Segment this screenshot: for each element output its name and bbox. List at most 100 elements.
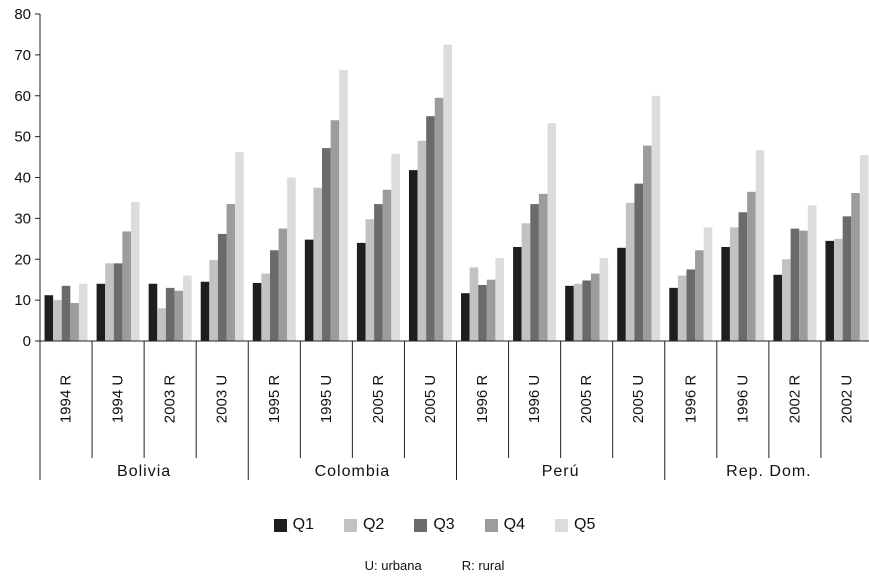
bar-q1 (44, 295, 54, 341)
bar-q1 (408, 170, 418, 341)
x-axis: 1994 R 1994 U 2003 R 2003 U 1995 R 1995 U 2005… (39, 340, 869, 480)
legend-item-q4: Q4 (484, 516, 526, 534)
legend-item-q1: Q1 (273, 516, 314, 534)
bar-q4 (851, 193, 860, 341)
abbreviation-note: U: urbana R: rural (0, 558, 869, 573)
y-tick-label: 70 (14, 47, 31, 64)
bar-q2 (677, 275, 687, 341)
bar-q2 (521, 223, 531, 341)
legend-label: Q2 (362, 516, 385, 533)
legend-swatch (273, 518, 287, 532)
bar-q3 (478, 285, 487, 341)
bar-q1 (148, 283, 158, 341)
x-tick-label: 1995 U (318, 375, 335, 423)
bar-q5 (547, 123, 557, 341)
x-tick-label: 2005 R (578, 375, 595, 424)
y-tick-label: 10 (14, 292, 31, 309)
bar-q3 (790, 228, 800, 341)
bar-q5 (78, 283, 88, 341)
bar-q3 (374, 204, 383, 341)
bar-q4 (434, 97, 444, 341)
bar-chart: 0 10 20 30 40 50 60 70 80 1994 R 1994 U 2003 R 2003… (14, 6, 869, 480)
bar-q1 (513, 246, 522, 341)
bar-q3 (530, 204, 539, 341)
group-label: Rep. Dom. (726, 463, 811, 480)
x-tick-label: 1996 U (526, 375, 543, 423)
y-tick-label: 40 (14, 170, 31, 187)
legend: Q1 Q2 Q3 Q4 Q5 (0, 516, 869, 534)
bar-q1 (825, 240, 835, 341)
bar-q3 (322, 148, 331, 341)
bar-q2 (573, 283, 583, 341)
bar-q3 (842, 216, 852, 341)
bar-q5 (287, 177, 296, 341)
bar-q4 (747, 191, 756, 341)
group-label: Perú (542, 463, 580, 480)
bar-q1 (721, 246, 730, 341)
bar-q2 (625, 202, 635, 341)
bar-q5 (235, 152, 244, 341)
bar-q4 (486, 279, 496, 341)
bar-q3 (165, 287, 175, 341)
bar-q1 (773, 274, 783, 341)
bar-q5 (807, 205, 817, 341)
legend-label: Q5 (574, 516, 596, 533)
bar-q5 (391, 153, 400, 341)
bar-q3 (738, 212, 748, 341)
legend-label: Q4 (503, 516, 526, 533)
bar-q5 (859, 155, 869, 341)
x-tick-label: 1996 R (682, 375, 699, 424)
y-tick-label: 60 (14, 88, 31, 105)
legend-swatch (484, 518, 498, 532)
bar-q4 (330, 120, 340, 342)
group-label: Colombia (315, 463, 391, 480)
bar-q2 (469, 267, 479, 341)
bar-q1 (200, 281, 210, 341)
bar-q3 (686, 269, 696, 341)
bar-q4 (538, 193, 548, 341)
bar-q3 (61, 285, 71, 341)
bar-q1 (96, 283, 106, 341)
bar-q1 (356, 242, 366, 341)
bars (44, 44, 869, 342)
x-tick-label: 2005 U (630, 375, 647, 423)
y-axis: 0 10 20 30 40 50 60 70 80 (14, 6, 41, 350)
bar-q4 (278, 228, 288, 341)
y-tick-label: 80 (14, 6, 31, 23)
x-tick-label: 2005 U (422, 375, 439, 423)
bar-q4 (174, 290, 184, 341)
bar-q4 (382, 189, 392, 341)
bar-q3 (217, 233, 227, 341)
legend-item-q2: Q2 (343, 516, 385, 534)
bar-q3 (269, 250, 279, 341)
bar-q5 (443, 44, 452, 341)
legend-label: Q1 (292, 516, 314, 533)
legend-swatch (414, 518, 428, 532)
bar-q5 (130, 202, 140, 341)
bar-q2 (261, 273, 270, 341)
bar-q2 (313, 187, 323, 341)
bar-q2 (53, 300, 62, 342)
note-rural: R: rural (461, 558, 505, 573)
note-urbana: U: urbana (364, 558, 422, 573)
bar-q2 (105, 263, 114, 341)
bar-q1 (304, 239, 314, 341)
bar-q2 (365, 219, 375, 341)
y-tick-label: 30 (14, 210, 31, 227)
legend-item-q3: Q3 (414, 516, 455, 534)
legend-swatch (343, 518, 357, 532)
y-tick-label: 0 (23, 333, 31, 350)
bar-q5 (183, 275, 192, 341)
x-tick-label: 2003 R (162, 375, 179, 424)
bar-q4 (226, 204, 236, 341)
bar-q4 (122, 231, 131, 341)
bar-q4 (590, 273, 600, 341)
bar-q5 (651, 95, 661, 341)
x-tick-label: 1995 R (266, 375, 283, 424)
x-tick-label: 2003 U (214, 375, 231, 423)
group-label: Bolivia (117, 463, 171, 480)
legend-label: Q3 (433, 516, 455, 533)
bar-q3 (582, 280, 591, 341)
bar-q5 (703, 227, 713, 341)
bar-q5 (599, 258, 609, 341)
